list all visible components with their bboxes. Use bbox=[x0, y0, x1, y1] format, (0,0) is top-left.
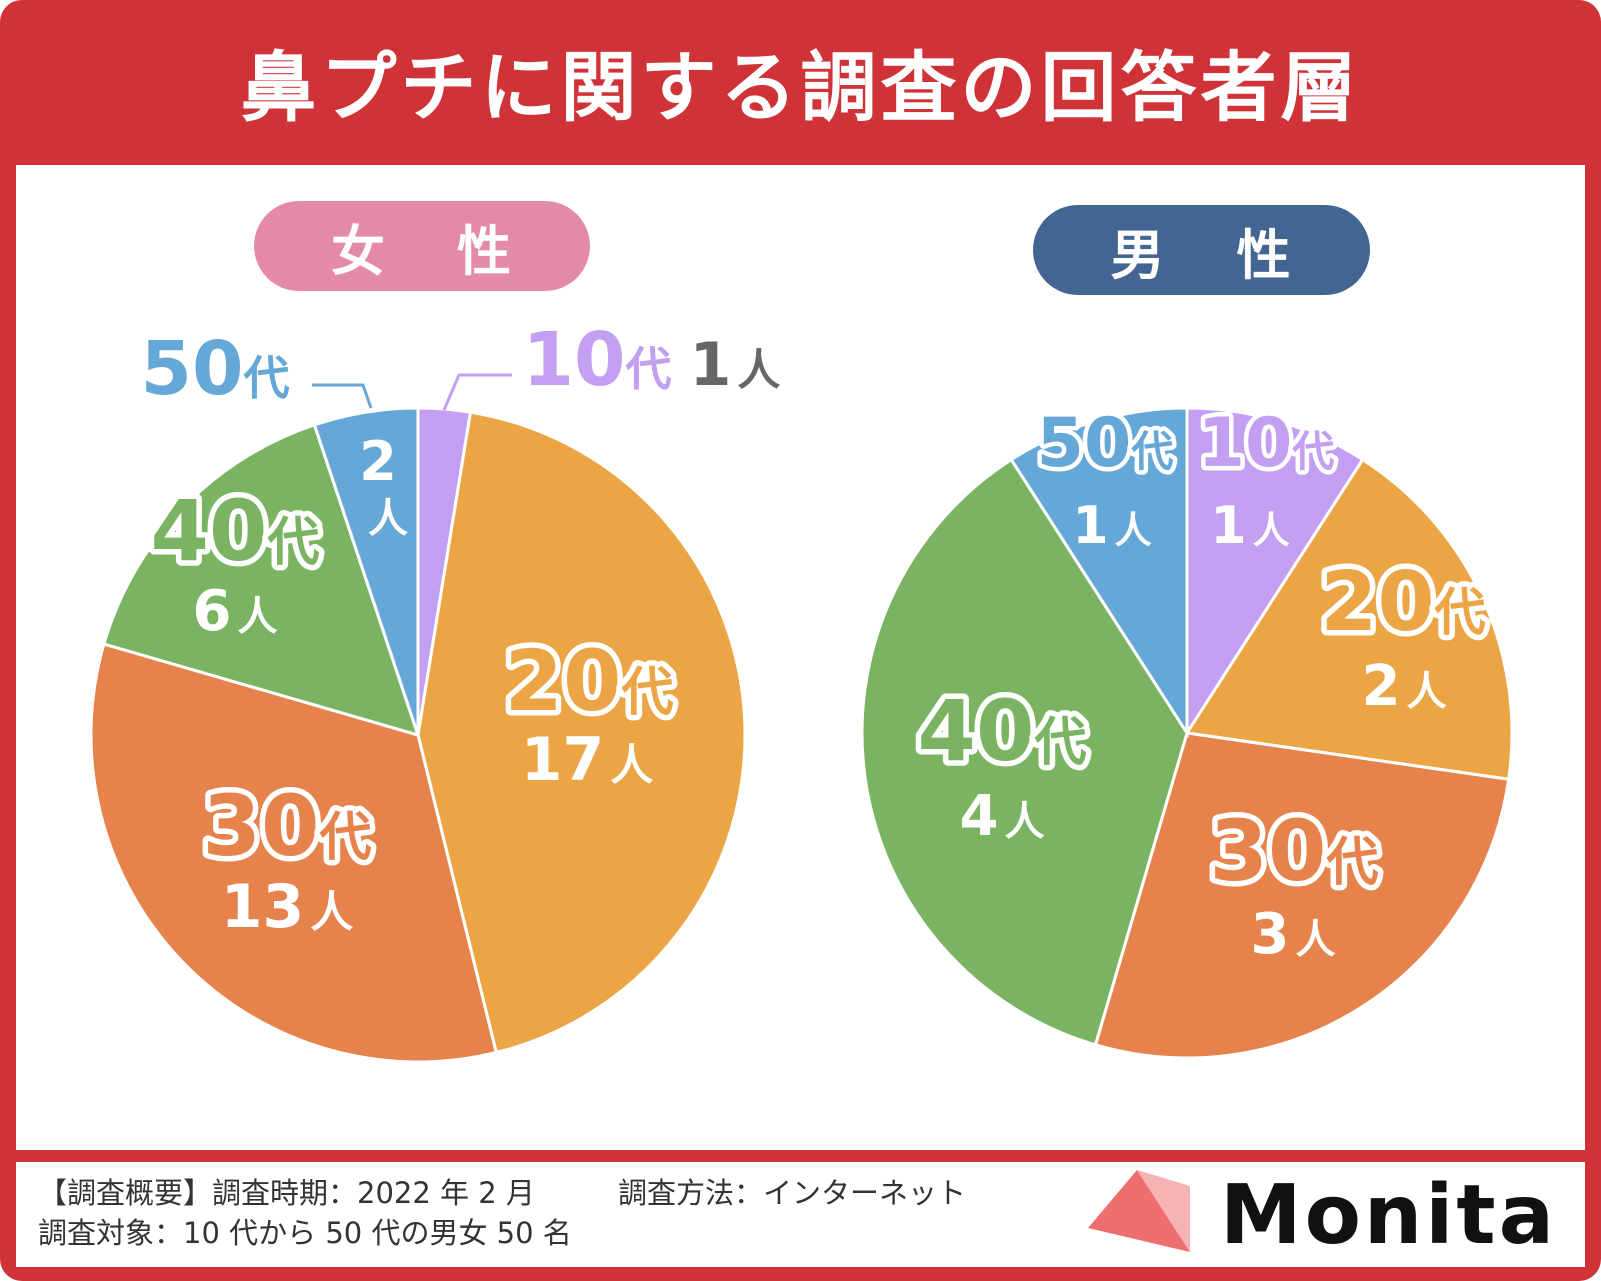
male-20s-age-number: 20 bbox=[1320, 555, 1434, 650]
male-teen-age-label: 10代 bbox=[1198, 404, 1335, 483]
female-50s-count-unit: 人 bbox=[368, 496, 408, 542]
male-slice-20s bbox=[1184, 457, 1514, 781]
male-50s-age-suffix: 代 bbox=[1130, 427, 1173, 476]
female-header: 女性 bbox=[254, 201, 590, 291]
male-slice-teen bbox=[1185, 406, 1365, 739]
male-40s-age-suffix: 代 bbox=[1033, 713, 1086, 773]
male-header-char1: 男 bbox=[1110, 223, 1167, 287]
male-30s-count-unit: 人 bbox=[1295, 917, 1335, 963]
male-20s-count-number: 2 bbox=[1362, 654, 1401, 719]
male-20s-age-suffix: 代 bbox=[1434, 584, 1486, 643]
male-teen-count-number: 1 bbox=[1210, 496, 1246, 556]
male-30s-count-number: 3 bbox=[1251, 902, 1290, 967]
female-header-char2: 性 bbox=[457, 219, 513, 283]
survey-method: 調査方法：インターネット bbox=[618, 1176, 967, 1210]
female-30s-count-label: 13 人 bbox=[221, 872, 354, 942]
female-40s-age-number: 40 bbox=[151, 482, 268, 580]
female-50s-count-number: 2 bbox=[359, 430, 397, 493]
female-teen-count-unit: 人 bbox=[737, 346, 780, 396]
male-teen-age-number: 10 bbox=[1198, 404, 1293, 483]
female-teen-count-number: 1 bbox=[690, 330, 732, 400]
female-50s-leader-line bbox=[312, 383, 373, 409]
female-teen-age-suffix: 代 bbox=[624, 342, 671, 396]
male-30s-age-suffix: 代 bbox=[1325, 833, 1378, 893]
male-40s-count-unit: 人 bbox=[1004, 799, 1044, 845]
logo-text: Monita bbox=[1220, 1168, 1557, 1263]
male-40s-count-number: 4 bbox=[960, 784, 999, 849]
male-20s-count-unit: 人 bbox=[1406, 669, 1446, 715]
footer-panel: 【調査概要】調査時期：2022 年 2 月 調査方法：インターネット 調査対象：… bbox=[16, 1162, 1585, 1267]
male-30s-age-number: 30 bbox=[1210, 802, 1327, 900]
female-40s-age-suffix: 代 bbox=[266, 513, 319, 573]
female-20s-count-number: 17 bbox=[521, 725, 605, 795]
male-header-char2: 性 bbox=[1236, 223, 1293, 287]
female-20s-age-suffix: 代 bbox=[620, 663, 673, 723]
female-30s-age-suffix: 代 bbox=[318, 808, 371, 868]
chart-title: 鼻プチに関する調査の回答者層 bbox=[240, 43, 1361, 132]
female-40s-count-number: 6 bbox=[193, 579, 232, 644]
male-slice-50s bbox=[1009, 406, 1189, 739]
female-20s-count-label: 17 人 bbox=[521, 725, 654, 795]
female-20s-age-number: 20 bbox=[505, 632, 622, 730]
female-20s-age-label: 20代 bbox=[505, 632, 674, 730]
female-teen-leader-line bbox=[442, 373, 512, 411]
female-50s-age-number: 50 bbox=[141, 326, 244, 412]
female-30s-age-label: 30代 bbox=[203, 777, 372, 875]
male-teen-count-unit: 人 bbox=[1253, 509, 1290, 552]
male-50s-count-number: 1 bbox=[1072, 496, 1108, 556]
male-50s-count-unit: 人 bbox=[1115, 509, 1152, 552]
female-50s-age-suffix: 代 bbox=[242, 351, 289, 405]
survey-target: 調査対象：10 代から 50 代の男女 50 名 bbox=[38, 1216, 572, 1250]
male-slice-40s bbox=[860, 457, 1189, 1047]
female-40s-age-label: 40代 bbox=[151, 482, 320, 580]
female-header-char1: 女 bbox=[331, 219, 387, 283]
male-40s-age-number: 40 bbox=[918, 682, 1035, 780]
female-30s-count-number: 13 bbox=[221, 872, 305, 942]
female-teen-age-number: 10 bbox=[523, 317, 626, 403]
female-slice-50s bbox=[312, 406, 420, 736]
male-20s-age-label: 20代 bbox=[1320, 555, 1485, 650]
male-40s-age-label: 40代 bbox=[918, 682, 1087, 780]
survey-period: 【調査概要】調査時期：2022 年 2 月 bbox=[38, 1176, 535, 1210]
female-teen-age-label: 10代 bbox=[523, 317, 672, 403]
male-30s-age-label: 30代 bbox=[1210, 802, 1379, 900]
female-30s-count-unit: 人 bbox=[310, 888, 353, 938]
female-50s-age-label: 50代 bbox=[141, 326, 290, 412]
male-slice-30s bbox=[1093, 731, 1511, 1060]
male-50s-age-number: 50 bbox=[1037, 404, 1132, 483]
female-20s-count-unit: 人 bbox=[610, 741, 653, 791]
female-slice-30s bbox=[89, 642, 499, 1064]
female-40s-count-unit: 人 bbox=[237, 594, 277, 640]
male-header: 男性 bbox=[1033, 205, 1370, 295]
male-50s-age-label: 50代 bbox=[1037, 404, 1174, 483]
female-30s-age-number: 30 bbox=[203, 777, 320, 875]
female-slice-20s bbox=[416, 410, 747, 1055]
male-teen-age-suffix: 代 bbox=[1291, 427, 1334, 476]
